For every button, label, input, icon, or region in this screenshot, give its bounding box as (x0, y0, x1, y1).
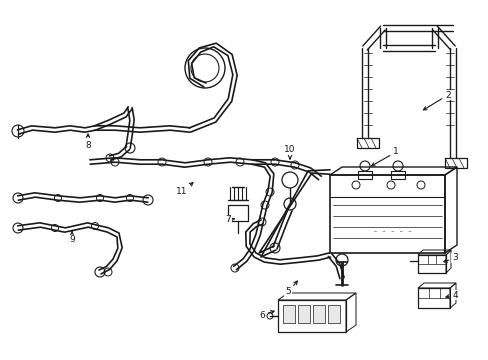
Bar (329, 175, 444, 253)
Bar (312, 305, 325, 323)
Text: 7: 7 (224, 216, 234, 225)
Text: 3: 3 (443, 253, 457, 262)
Bar (327, 305, 339, 323)
Text: 4: 4 (445, 291, 457, 300)
Bar (444, 158, 466, 168)
Text: 2: 2 (423, 90, 450, 110)
Bar (357, 171, 371, 179)
Bar (356, 138, 378, 148)
Text: 11: 11 (176, 183, 193, 197)
Text: 5: 5 (285, 281, 297, 297)
Text: 6: 6 (259, 310, 274, 320)
Bar (417, 288, 449, 308)
Bar (297, 305, 309, 323)
Bar (227, 205, 247, 221)
Text: 1: 1 (371, 148, 398, 166)
Text: 9: 9 (69, 231, 75, 244)
Text: 8: 8 (85, 134, 91, 149)
Text: ~  ~  ~  ~  ~: ~ ~ ~ ~ ~ (373, 229, 410, 234)
Bar (417, 255, 445, 273)
Bar (283, 305, 294, 323)
Bar (278, 300, 346, 332)
Text: 10: 10 (284, 145, 295, 159)
Bar (390, 171, 404, 179)
